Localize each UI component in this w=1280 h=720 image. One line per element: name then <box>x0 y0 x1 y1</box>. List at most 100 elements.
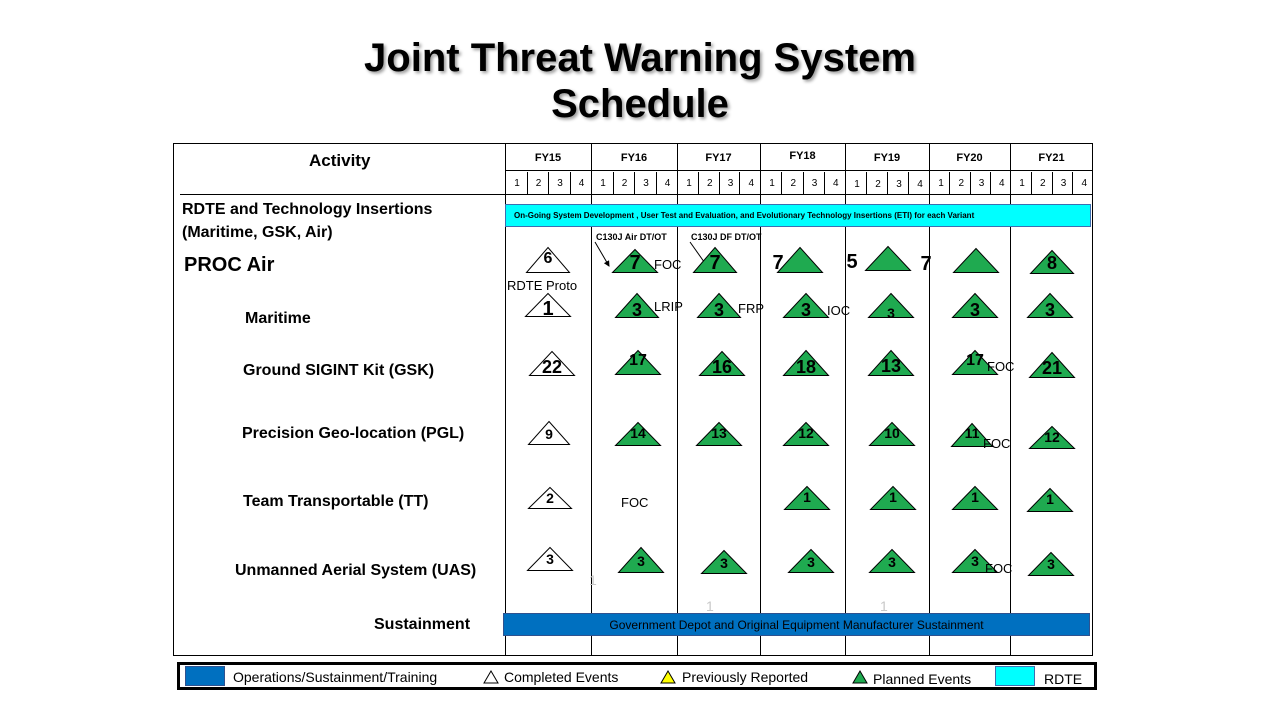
quarter-tick <box>1030 172 1032 194</box>
green-triangle-icon <box>787 548 835 573</box>
planned-event-triangle: 17 <box>951 349 999 375</box>
completed-event-triangle: 3 <box>526 546 574 571</box>
planned-event-triangle: 11 <box>950 422 994 447</box>
fy-divider <box>929 143 930 656</box>
quarter-label: 4 <box>998 178 1005 189</box>
green-triangle-icon <box>698 350 746 376</box>
row-label-pgl: Precision Geo-location (PGL) <box>242 425 465 442</box>
green-triangle-icon <box>951 485 999 510</box>
ops-swatch <box>185 666 225 686</box>
planned-event-triangle: 5 <box>846 245 912 273</box>
planned-event-triangle: 3 <box>1026 292 1074 320</box>
event-count: 3 <box>631 300 642 320</box>
green-triangle-icon <box>695 421 743 446</box>
quarter-label: 3 <box>643 178 649 189</box>
green-triangle-icon <box>868 548 916 573</box>
completed-event-triangle: 22 <box>528 350 576 377</box>
quarter-label: 3 <box>978 178 985 189</box>
fy-divider <box>1010 143 1011 656</box>
quarter-tick <box>1051 172 1053 194</box>
quarter-label: 2 <box>1039 178 1046 189</box>
fy-label: FY19 <box>873 152 901 164</box>
white-triangle-icon <box>525 246 571 273</box>
quarter-label: 1 <box>686 178 692 189</box>
foc-note-gsk: FOC <box>987 359 1015 374</box>
row-label-sustainment: Sustainment <box>374 616 471 633</box>
row-label-rdte: RDTE and Technology Insertions <box>182 201 433 218</box>
quarter-tick <box>569 172 571 194</box>
foc-note-tt: FOC <box>621 495 649 510</box>
event-count: 3 <box>546 551 554 567</box>
event-count: 13 <box>711 425 727 441</box>
completed-event-triangle: 6 <box>525 246 571 273</box>
fy-divider <box>591 143 592 656</box>
planned-event-triangle: 3 <box>951 548 999 573</box>
fy-label: FY16 <box>620 152 648 164</box>
fy-divider <box>677 143 678 656</box>
quarter-label: 1 <box>854 179 860 190</box>
page-title: Joint Threat Warning System <box>364 36 916 80</box>
event-count: 3 <box>713 300 724 320</box>
green-triangle-icon <box>700 549 748 574</box>
ioc-note: IOC <box>827 303 851 318</box>
completed-event-triangle: 1 <box>524 292 572 320</box>
green-triangle-icon <box>611 248 659 273</box>
event-count: 12 <box>798 425 814 441</box>
fy-label: FY15 <box>534 152 562 164</box>
green-triangle-icon <box>868 421 916 446</box>
row-label-uas: Unmanned Aerial System (UAS) <box>235 562 477 579</box>
event-count: 2 <box>546 490 554 506</box>
completed-event-triangle: 2 <box>527 486 573 509</box>
quarter-tick <box>866 172 867 194</box>
event-count: 1 <box>971 489 979 505</box>
foc-note-proc: FOC <box>654 257 682 272</box>
fy-divider <box>760 143 761 656</box>
c130j-df-note: C130J DF DT/OT <box>691 232 762 242</box>
white-triangle-icon <box>526 546 574 571</box>
planned-event-triangle: 13 <box>695 421 743 446</box>
green-triangle-icon <box>783 485 831 510</box>
planned-event-triangle: 10 <box>868 421 916 446</box>
green-triangle-icon <box>867 292 915 318</box>
event-count: 5 <box>846 251 858 273</box>
green-triangle-icon <box>869 485 917 510</box>
quarter-label: 4 <box>664 178 671 189</box>
event-count: 16 <box>711 357 733 377</box>
event-count: 1 <box>803 489 811 505</box>
event-count: 3 <box>1044 300 1055 320</box>
event-count: 7 <box>772 252 784 274</box>
quarter-tick <box>1072 172 1074 194</box>
quarter-tick <box>969 172 971 194</box>
event-count: 12 <box>1044 429 1060 445</box>
green-triangle-icon <box>696 292 742 318</box>
green-triangle-icon <box>1028 425 1076 449</box>
event-count: 1 <box>1046 491 1054 507</box>
quarter-tick <box>739 172 741 194</box>
quarter-tick <box>887 172 888 194</box>
yellow-triangle-icon <box>660 670 676 684</box>
event-count: 9 <box>545 426 553 442</box>
planned-event-triangle: 12 <box>782 421 830 446</box>
green-triangle-icon <box>852 670 868 684</box>
green-triangle-icon <box>952 247 1000 273</box>
quarter-label: 2 <box>706 178 713 189</box>
event-count: 1 <box>889 489 897 505</box>
rdte-bar: On-Going System Development , User Test … <box>505 204 1091 227</box>
planned-event-triangle: 3 <box>782 292 830 320</box>
green-triangle-icon <box>782 349 830 376</box>
quarter-label: 3 <box>727 178 734 189</box>
green-triangle-icon <box>864 245 912 271</box>
quarter-label: 4 <box>748 178 755 189</box>
event-count: 21 <box>1041 358 1063 378</box>
faint-mark-3: 1 <box>880 598 888 614</box>
legend: Operations/Sustainment/Training Complete… <box>177 662 1097 690</box>
event-count: 13 <box>880 356 902 376</box>
planned-event-triangle: 3 <box>696 292 742 320</box>
event-count: 10 <box>884 425 900 441</box>
event-count: 3 <box>971 553 979 569</box>
quarter-tick <box>802 172 804 194</box>
event-count: 3 <box>1047 556 1055 572</box>
planned-event-triangle: 3 <box>787 548 835 573</box>
planned-event-triangle: 3 <box>1027 551 1075 576</box>
quarter-label: 2 <box>621 178 628 189</box>
